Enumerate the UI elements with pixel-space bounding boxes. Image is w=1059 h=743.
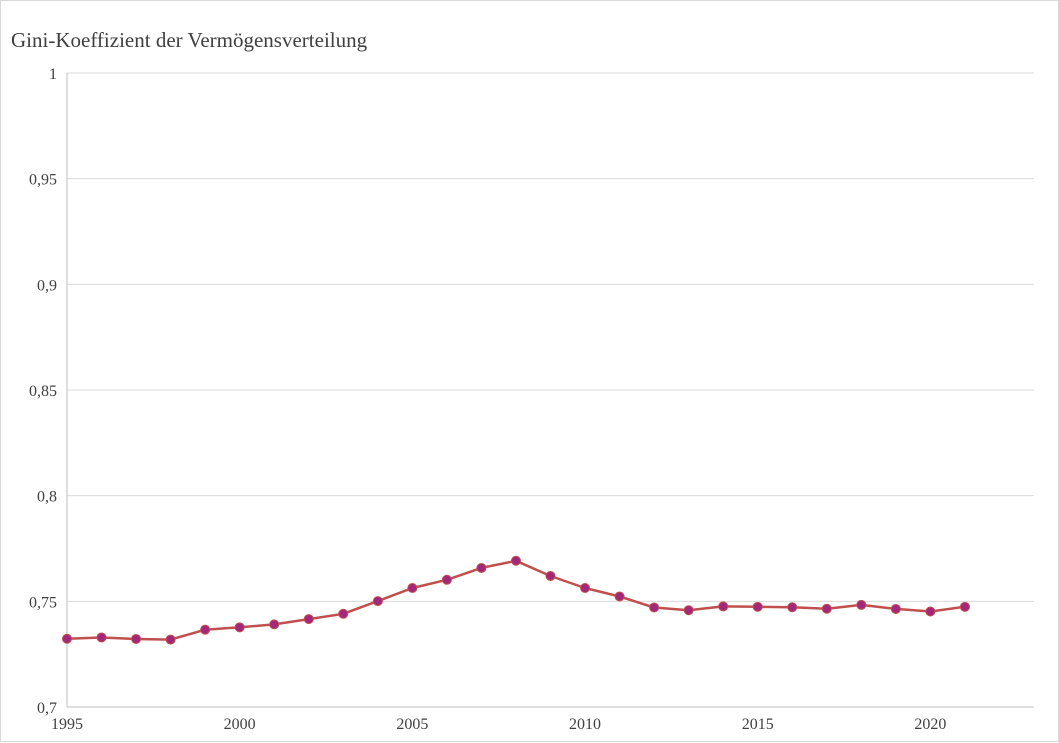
data-point (856, 599, 867, 610)
data-point (96, 632, 107, 643)
data-point (269, 619, 280, 630)
y-tick-label: 0,85 (29, 383, 57, 400)
gridlines (67, 72, 1034, 602)
data-point (372, 596, 383, 607)
data-point (890, 603, 901, 614)
data-point (62, 633, 72, 644)
y-tick-label: 0,8 (37, 489, 57, 506)
data-point (787, 602, 798, 613)
data-point (165, 634, 176, 645)
series-group (62, 555, 970, 645)
data-point (476, 562, 487, 573)
x-tick-label: 2015 (742, 716, 774, 733)
x-tick-label: 1995 (51, 716, 83, 733)
y-tick-label: 0,95 (29, 172, 57, 189)
data-point (234, 622, 245, 633)
x-axis-tick-labels: 1995 2000 2005 2010 2015 2020 (51, 716, 946, 733)
data-point (580, 583, 591, 594)
y-tick-label: 0,7 (37, 700, 57, 717)
data-point (614, 591, 625, 602)
data-point (131, 633, 142, 644)
data-point (407, 583, 418, 594)
data-point (925, 606, 936, 617)
y-tick-label: 0,9 (37, 277, 57, 294)
data-point (200, 624, 211, 635)
y-tick-label: 0,75 (29, 594, 57, 611)
chart-title: Gini-Koeffizient der Vermögensverteilung (11, 28, 368, 52)
data-point (959, 601, 970, 612)
y-tick-label: 1 (49, 66, 57, 83)
data-point (545, 570, 556, 581)
data-point (683, 605, 694, 616)
data-point (821, 603, 832, 614)
x-tick-label: 2005 (396, 716, 428, 733)
x-tick-label: 2000 (224, 716, 256, 733)
data-point (303, 614, 314, 625)
data-point (510, 555, 521, 566)
x-tick-label: 2020 (914, 716, 946, 733)
data-point (752, 601, 763, 612)
data-point (649, 602, 660, 613)
data-point (338, 608, 349, 619)
axes (66, 73, 1034, 708)
data-point (441, 574, 452, 585)
y-axis-tick-labels: 0,7 0,75 0,8 0,85 0,9 0,95 1 (29, 66, 57, 717)
x-tick-label: 2010 (569, 716, 601, 733)
data-point (718, 601, 729, 612)
